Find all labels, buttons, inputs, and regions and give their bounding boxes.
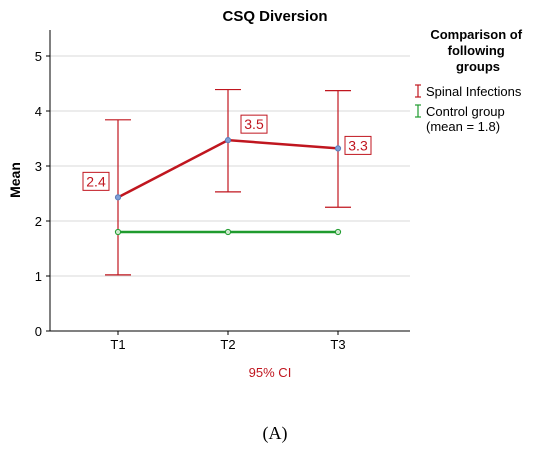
chart-title: CSQ Diversion	[222, 8, 327, 25]
axes	[49, 30, 410, 332]
data-point-control	[114, 228, 122, 236]
data-label-box	[240, 114, 268, 134]
legend-title-line-3: groups	[456, 59, 500, 74]
legend-entry-control-line-2: (mean = 1.8)	[426, 119, 500, 134]
tick-labels: 0 1 2 3 4 5 T1 T2 T3	[35, 49, 346, 352]
x-axis-label: 95% CI	[249, 365, 292, 380]
legend-entry-control-line-1: Control group	[426, 104, 505, 119]
data-label-box	[344, 135, 372, 155]
legend-title-line-1: Comparison of	[430, 27, 522, 42]
data-label-box	[82, 171, 110, 191]
data-point-control	[224, 228, 232, 236]
x-tick-label: T1	[110, 337, 125, 352]
legend-entry-spinal: Spinal Infections	[426, 84, 522, 99]
y-tick-label: 0	[35, 324, 42, 339]
data-label: 3.5	[244, 116, 264, 132]
y-tick-label: 5	[35, 49, 42, 64]
data-marks: 2.4 3.5 3.3	[82, 88, 372, 276]
legend-marker-control	[415, 104, 421, 118]
data-label: 3.3	[348, 137, 368, 153]
legend: Comparison of following groups Spinal In…	[415, 27, 525, 134]
data-point-spinal	[114, 194, 122, 201]
legend-title-line-2: following	[448, 43, 505, 58]
data-point-control	[334, 228, 342, 236]
gridlines	[50, 55, 410, 277]
y-tick-label: 4	[35, 104, 42, 119]
x-tick-label: T3	[330, 337, 345, 352]
legend-entry-control: Control group (mean = 1.8)	[426, 104, 508, 134]
y-axis-label: Mean	[7, 162, 23, 198]
data-label: 2.4	[86, 173, 106, 189]
data-point-spinal	[334, 145, 342, 152]
panel-label: (A)	[262, 423, 288, 443]
y-tick-label: 1	[35, 269, 42, 284]
y-tick-label: 2	[35, 214, 42, 229]
legend-marker-spinal	[415, 84, 421, 98]
y-tick-label: 3	[35, 159, 42, 174]
x-tick-label: T2	[220, 337, 235, 352]
data-point-spinal	[224, 137, 232, 144]
legend-title: Comparison of following groups	[430, 27, 525, 74]
